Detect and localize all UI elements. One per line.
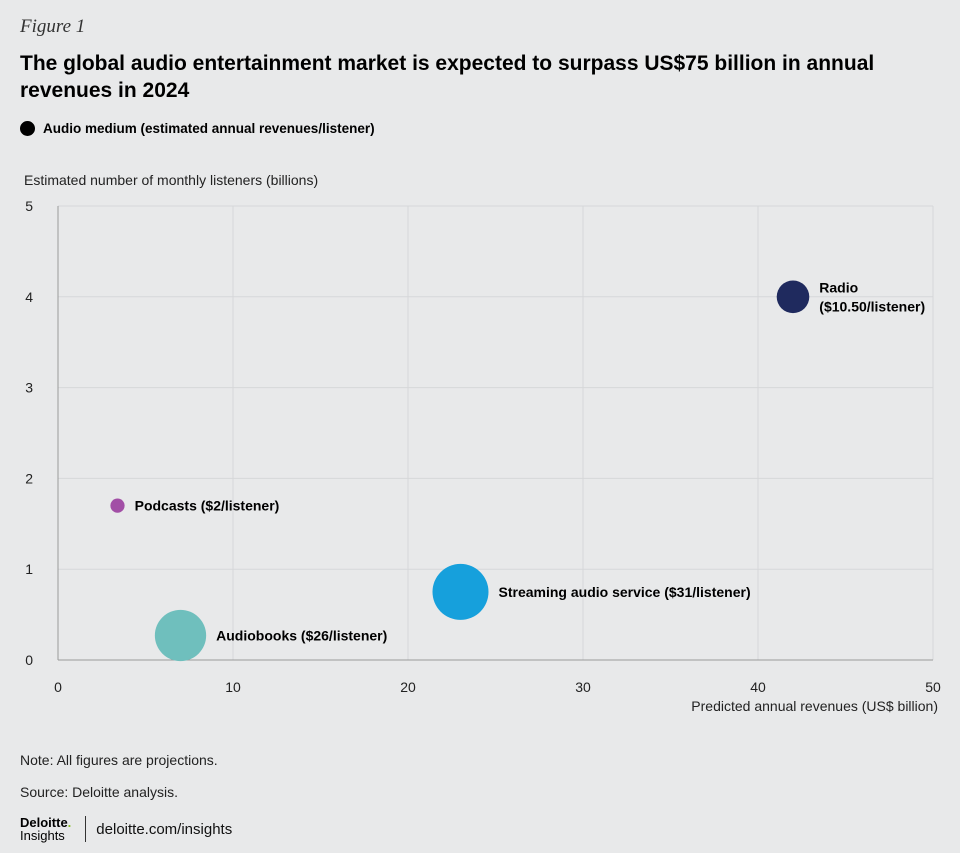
data-point: [154, 609, 207, 662]
data-label: Podcasts ($2/listener): [135, 498, 280, 514]
data-label: Streaming audio service ($31/listener): [499, 584, 751, 600]
x-tick-label: 10: [225, 679, 241, 695]
legend: Audio medium (estimated annual revenues/…: [20, 121, 375, 136]
x-axis-label: Predicted annual revenues (US$ billion): [691, 698, 938, 714]
y-tick-label: 3: [25, 380, 33, 396]
brand-sub: Insights: [20, 828, 65, 843]
source: Source: Deloitte analysis.: [20, 784, 178, 800]
data-point: [110, 498, 125, 513]
figure-label: Figure 1: [20, 16, 86, 37]
legend-label: Audio medium (estimated annual revenues/…: [43, 121, 375, 136]
data-label: Audiobooks ($26/listener): [216, 627, 387, 643]
axes: [57, 206, 933, 661]
x-tick-label: 30: [575, 679, 591, 695]
y-tick-label: 2: [25, 470, 33, 486]
data-points: [110, 280, 810, 662]
data-label: ($10.50/listener): [819, 298, 925, 314]
footer-link[interactable]: deloitte.com/insights: [96, 820, 233, 838]
x-tick-label: 0: [54, 679, 62, 695]
y-tick-label: 1: [25, 561, 33, 577]
data-point: [776, 280, 810, 314]
footer: Deloitte. Insights deloitte.com/insights: [20, 816, 232, 842]
y-tick-label: 0: [25, 652, 33, 668]
gridlines: [58, 205, 934, 660]
footer-divider: [85, 816, 87, 842]
brand-name: Deloitte: [20, 815, 68, 830]
x-tick-label: 40: [750, 679, 766, 695]
x-tick-label: 20: [400, 679, 416, 695]
data-point: [432, 563, 489, 620]
deloitte-insights-logo: Deloitte. Insights: [20, 816, 71, 842]
legend-marker: [20, 121, 35, 136]
chart-title: The global audio entertainment market is…: [20, 52, 875, 102]
y-tick-label: 5: [25, 198, 33, 214]
x-tick-label: 50: [925, 679, 941, 695]
note: Note: All figures are projections.: [20, 752, 218, 768]
brand-dot: .: [67, 815, 72, 830]
data-label: Radio: [819, 279, 858, 295]
y-axis-label: Estimated number of monthly listeners (b…: [24, 172, 319, 188]
data-labels: Radio ($10.50/listener) Podcasts ($2/liste…: [135, 279, 926, 643]
tick-labels: 0 10 20 30 40 50 0 1 2 3 4 5: [25, 198, 941, 695]
y-tick-label: 4: [25, 289, 33, 305]
